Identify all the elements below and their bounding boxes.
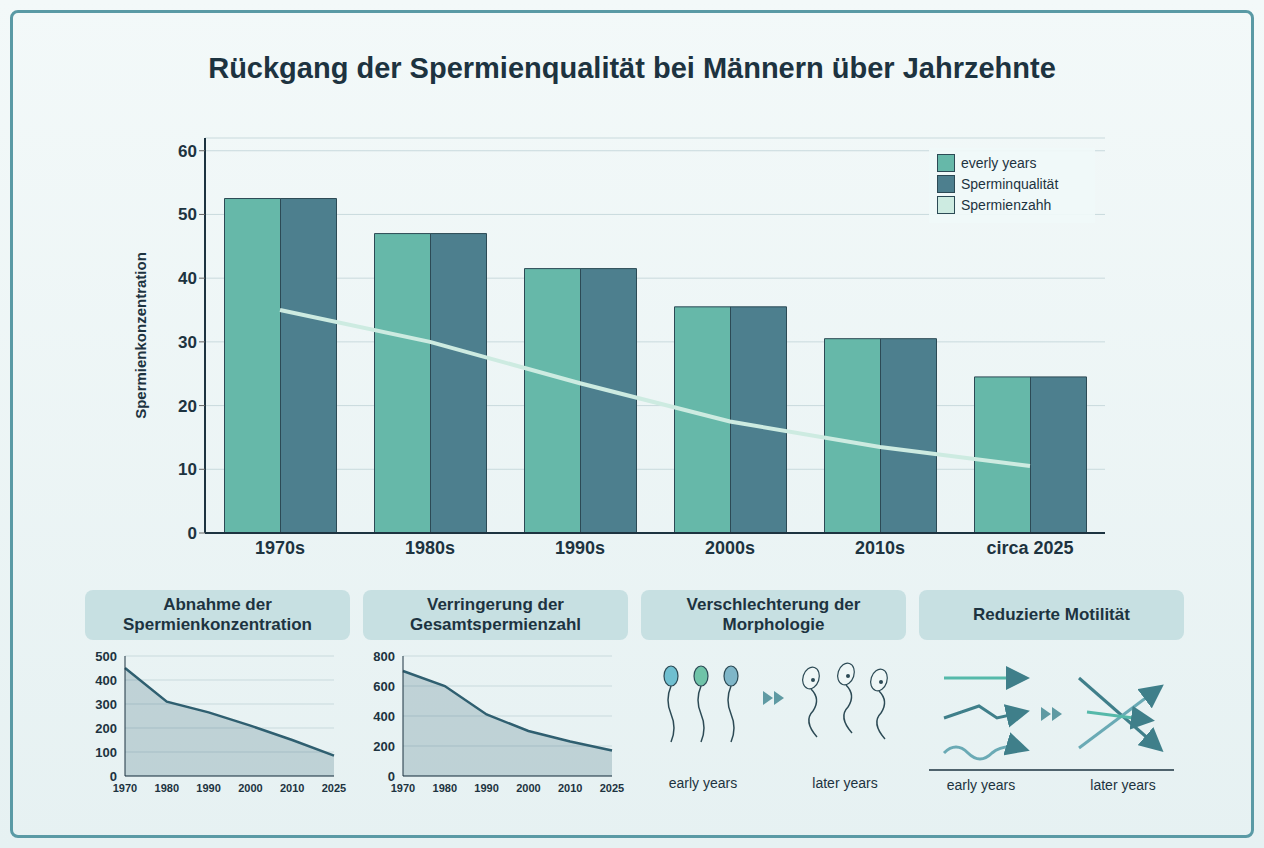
svg-text:2025: 2025 <box>600 782 624 794</box>
html-text:Rückgang der Spermienqualität: Rückgang der Spermienqualität bei Männer… <box>208 52 1056 84</box>
svg-text:0: 0 <box>110 769 117 784</box>
svg-text:2010s: 2010s <box>855 538 905 558</box>
svg-text:2000: 2000 <box>238 782 262 794</box>
svg-text:20: 20 <box>178 397 197 416</box>
html-text:Verringerung der Gesamtspermie: Verringerung der Gesamtspermienzahl <box>410 595 581 634</box>
svg-text:40: 40 <box>178 269 197 288</box>
svg-text:2000: 2000 <box>516 782 540 794</box>
svg-text:later years: later years <box>1090 777 1155 793</box>
svg-text:200: 200 <box>373 739 395 754</box>
svg-text:1970: 1970 <box>390 781 416 794</box>
html-text:Reduzierte Motilität: Reduzierte Motilität <box>973 605 1130 624</box>
html-text:Abnahme der Spermienkonzentrat: Abnahme der Spermienkonzentration <box>123 595 312 634</box>
svg-text:circa 2025: circa 2025 <box>986 538 1073 558</box>
svg-text:Spermienkonzentration: Spermienkonzentration <box>132 252 149 419</box>
html-text:Sperminqualität: Sperminqualität <box>961 176 1059 192</box>
svg-text:300: 300 <box>95 697 117 712</box>
svg-text:1990: 1990 <box>196 782 220 794</box>
svg-text:1980: 1980 <box>433 782 457 794</box>
svg-text:800: 800 <box>373 649 395 664</box>
svg-text:2000s: 2000s <box>705 538 755 558</box>
svg-text:1980: 1980 <box>155 782 179 794</box>
html-text:Spermienzahh: Spermienzahh <box>961 197 1052 213</box>
svg-text:early years: early years <box>947 777 1015 793</box>
html-text:everly years: everly years <box>961 155 1037 171</box>
svg-text:50: 50 <box>178 205 197 224</box>
svg-text:200: 200 <box>95 721 117 736</box>
svg-text:later years: later years <box>812 775 877 791</box>
svg-text:0: 0 <box>188 524 197 543</box>
svg-text:10: 10 <box>178 460 197 479</box>
svg-text:1990: 1990 <box>474 782 498 794</box>
svg-text:2010: 2010 <box>558 782 582 794</box>
svg-text:1970s: 1970s <box>255 538 305 558</box>
svg-text:2025: 2025 <box>322 782 346 794</box>
svg-text:1970: 1970 <box>112 781 138 794</box>
svg-text:400: 400 <box>95 673 117 688</box>
svg-text:400: 400 <box>373 709 395 724</box>
svg-text:1990s: 1990s <box>555 538 605 558</box>
svg-text:500: 500 <box>95 649 117 664</box>
html-text:Verschlechterung der Morpholog: Verschlechterung der Morphologie <box>686 595 861 634</box>
svg-text:30: 30 <box>178 333 197 352</box>
svg-text:1980s: 1980s <box>405 538 455 558</box>
svg-text:0: 0 <box>388 769 395 784</box>
svg-text:100: 100 <box>95 745 117 760</box>
svg-text:early years: early years <box>669 775 737 791</box>
svg-text:60: 60 <box>178 142 197 161</box>
svg-text:2010: 2010 <box>280 782 304 794</box>
svg-text:600: 600 <box>373 679 395 694</box>
